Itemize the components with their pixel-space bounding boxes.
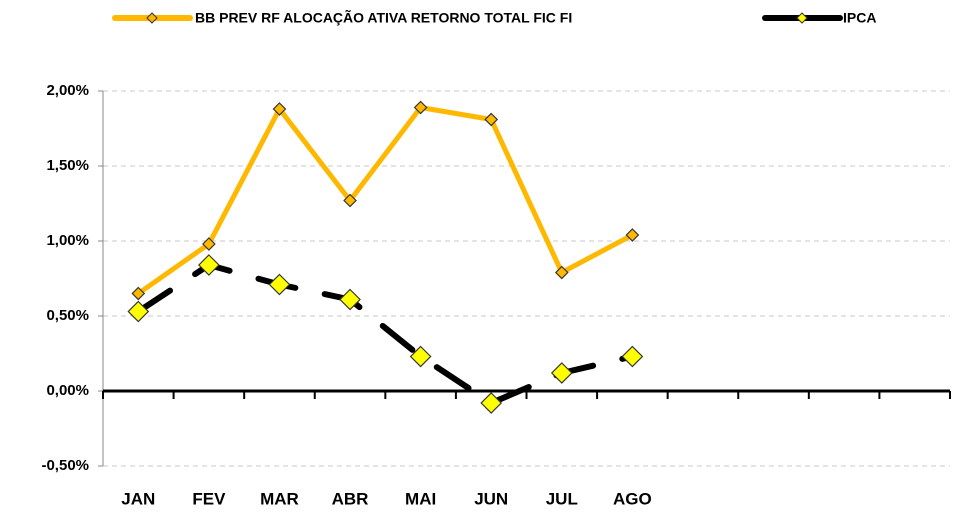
legend-marker <box>796 12 808 24</box>
point-marker <box>550 362 573 384</box>
point-marker <box>202 237 216 251</box>
series-line <box>136 105 634 296</box>
point-marker <box>268 273 291 296</box>
legend-marker <box>146 12 158 24</box>
point-marker <box>127 300 150 323</box>
point-marker <box>339 288 361 311</box>
point-marker <box>131 286 146 301</box>
legend-label: BB PREV RF ALOCAÇÃO ATIVA RETORNO TOTAL … <box>195 9 572 26</box>
y-tick-label: 1,00% <box>46 232 89 249</box>
point-marker <box>413 100 428 115</box>
point-marker <box>198 254 220 276</box>
point-marker <box>554 265 569 280</box>
y-tick-label: 2,00% <box>46 82 89 99</box>
x-tick-label: FEV <box>192 489 226 508</box>
y-tick-label: 1,50% <box>46 157 89 174</box>
point-marker <box>409 345 432 368</box>
y-tick-label: -0,50% <box>41 457 89 474</box>
x-tick-label: MAI <box>405 489 436 508</box>
point-marker <box>625 228 640 242</box>
x-tick-label: JAN <box>121 489 155 508</box>
point-marker <box>484 112 499 127</box>
point-marker <box>272 102 287 116</box>
x-tick-label: JUN <box>474 489 508 508</box>
x-tick-label: MAR <box>260 489 299 508</box>
point-marker <box>343 193 357 208</box>
point-marker <box>480 392 503 414</box>
legend-label: IPCA <box>843 10 876 26</box>
x-tick-label: ABR <box>332 489 369 508</box>
y-tick-label: 0,50% <box>46 307 89 324</box>
y-tick-label: 0,00% <box>46 382 89 399</box>
point-marker <box>621 345 644 368</box>
series-line <box>135 262 636 406</box>
x-tick-label: AGO <box>613 489 652 508</box>
x-tick-label: JUL <box>546 489 578 508</box>
